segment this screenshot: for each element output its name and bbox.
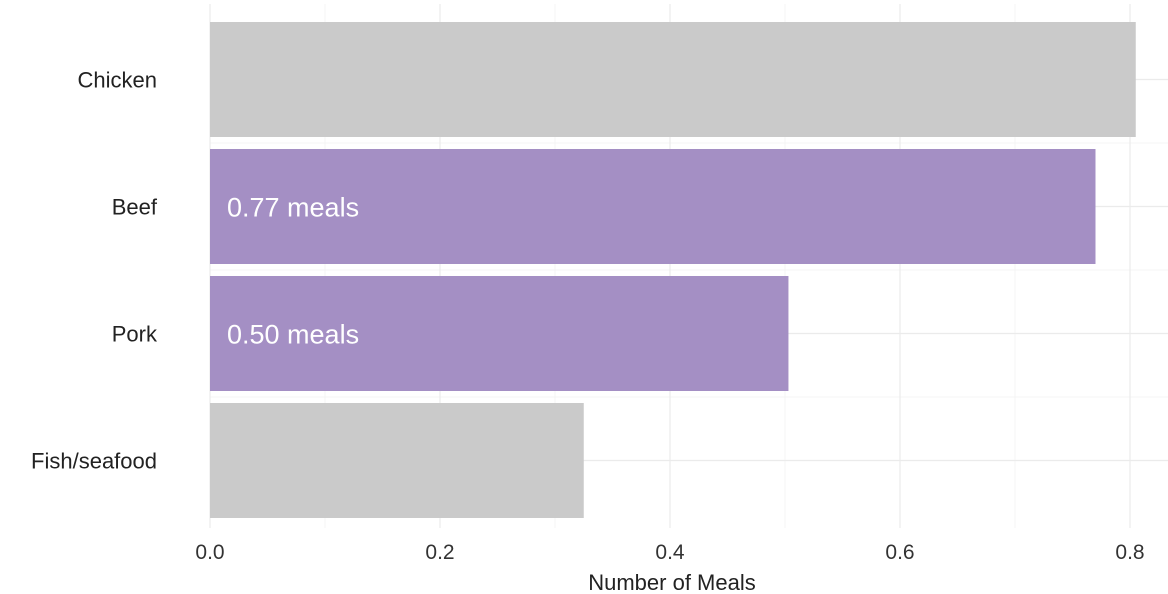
category-label: Beef	[112, 195, 158, 220]
category-label: Fish/seafood	[31, 449, 157, 474]
bar-pork	[210, 276, 789, 391]
bar-value-label: 0.77 meals	[227, 193, 359, 223]
x-tick-label: 0.4	[655, 541, 685, 564]
bar-fish-seafood	[210, 403, 584, 518]
x-axis-title: Number of Meals	[588, 570, 756, 594]
category-label: Chicken	[78, 68, 157, 93]
x-tick-label: 0.2	[425, 541, 454, 564]
bars-layer	[210, 22, 1136, 518]
category-label: Pork	[112, 322, 158, 347]
bar-chicken	[210, 22, 1136, 137]
x-axis-ticks: 0.0 0.2 0.4 0.6 0.8	[195, 541, 1144, 564]
bar-value-labels: 0.77 meals 0.50 meals	[227, 193, 359, 350]
x-tick-label: 0.6	[885, 541, 914, 564]
bar-beef	[210, 149, 1096, 264]
bar-value-label: 0.50 meals	[227, 320, 359, 350]
x-tick-label: 0.0	[195, 541, 224, 564]
x-tick-label: 0.8	[1115, 541, 1144, 564]
category-labels: Chicken Beef Pork Fish/seafood	[31, 68, 158, 474]
